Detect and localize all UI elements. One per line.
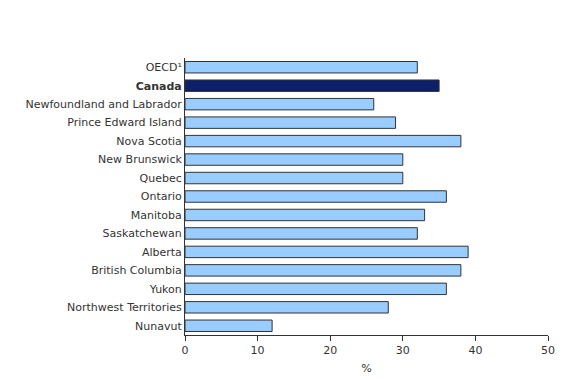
- svg-text:20: 20: [323, 344, 337, 357]
- svg-text:Alberta: Alberta: [142, 246, 182, 259]
- svg-text:Yukon: Yukon: [149, 283, 182, 296]
- svg-text:British Columbia: British Columbia: [91, 264, 182, 277]
- svg-text:30: 30: [396, 344, 410, 357]
- svg-text:Saskatchewan: Saskatchewan: [103, 227, 182, 240]
- svg-text:Canada: Canada: [136, 80, 182, 93]
- svg-text:Northwest Territories: Northwest Territories: [67, 301, 182, 314]
- svg-text:0: 0: [182, 344, 189, 357]
- svg-text:Manitoba: Manitoba: [131, 209, 182, 222]
- svg-text:50: 50: [541, 344, 555, 357]
- svg-text:New Brunswick: New Brunswick: [98, 153, 182, 166]
- svg-text:40: 40: [468, 344, 482, 357]
- svg-text:OECD¹: OECD¹: [146, 61, 182, 74]
- svg-text:Quebec: Quebec: [140, 172, 182, 185]
- svg-text:10: 10: [251, 344, 265, 357]
- svg-text:Newfoundland and Labrador: Newfoundland and Labrador: [25, 98, 182, 111]
- svg-text:Nunavut: Nunavut: [135, 320, 182, 333]
- svg-text:Ontario: Ontario: [141, 190, 182, 203]
- svg-text:%: %: [361, 362, 371, 375]
- svg-text:Prince Edward Island: Prince Edward Island: [67, 116, 182, 129]
- svg-text:Nova Scotia: Nova Scotia: [116, 135, 182, 148]
